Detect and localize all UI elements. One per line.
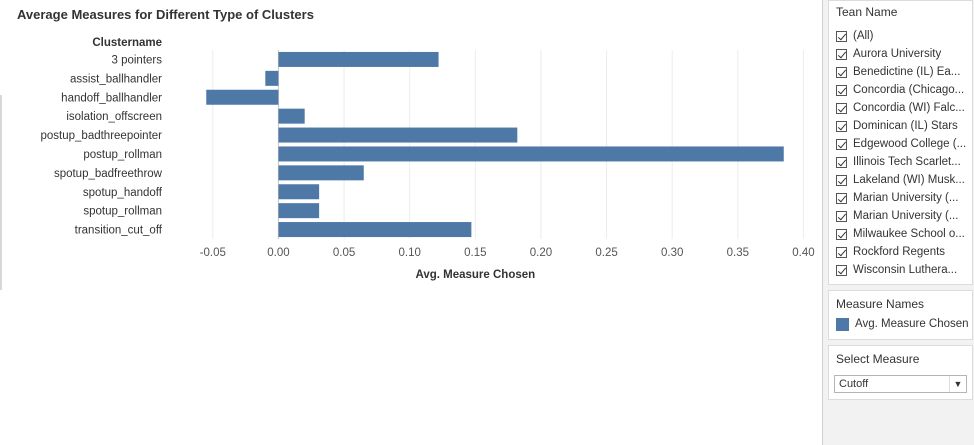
chart-area: Average Measures for Different Type of C… [0,7,815,290]
checkbox-checked-icon[interactable] [836,246,847,258]
category-label: transition_cut_off [75,225,163,237]
category-label: postup_badthreepointer [41,130,163,142]
checkbox-checked-icon[interactable] [836,102,847,114]
team-filter-label: Edgewood College (... [853,138,967,150]
legend-swatch [836,318,849,331]
checkbox-checked-icon[interactable] [836,84,847,96]
x-tick-label: 0.15 [464,247,486,259]
legend-title: Measure Names [836,297,925,311]
team-filter-label: Marian University (... [853,192,959,204]
checkbox-checked-icon[interactable] [836,120,847,132]
team-filter-label: Concordia (Chicago... [853,84,965,96]
team-filter-item[interactable]: Rockford Regents [836,243,974,261]
legend-label: Avg. Measure Chosen [855,318,969,330]
team-filter-item[interactable]: Aurora University [836,45,974,63]
category-label: spotup_rollman [83,206,162,218]
bar [265,70,279,86]
team-filter-label: Lakeland (WI) Musk... [853,174,965,186]
checkbox-checked-icon[interactable] [836,228,847,240]
team-filter-item[interactable]: Lakeland (WI) Musk... [836,171,974,189]
team-filter-label: (All) [853,30,874,42]
bar [278,203,320,219]
checkbox-checked-icon[interactable] [836,156,847,168]
category-axis-title: Clustername [92,37,162,49]
category-label: 3 pointers [111,54,162,66]
bar [278,222,472,238]
x-tick-label: -0.05 [200,247,226,259]
x-tick-label: 0.00 [267,247,289,259]
team-filter-label: Marian University (... [853,210,959,222]
team-filter-panel: Tean Name (All) Aurora University Benedict… [828,0,973,285]
checkbox-checked-icon[interactable] [836,174,847,186]
legend-panel: Measure Names Avg. Measure Chosen [828,290,973,340]
team-filter-item[interactable]: Benedictine (IL) Ea... [836,63,974,81]
x-tick-label: 0.20 [530,247,552,259]
checkbox-checked-icon[interactable] [836,48,847,60]
team-filter-item[interactable]: Milwaukee School o... [836,225,974,243]
select-measure-title: Select Measure [836,352,920,366]
category-label: postup_rollman [83,149,162,161]
bar [278,146,784,162]
team-filter-item[interactable]: Wisconsin Luthera... [836,261,974,279]
bar [206,89,279,105]
bar-chart: Clustername 3 pointers assist_ballhandlerh… [41,37,815,281]
checkbox-checked-icon[interactable] [836,264,847,276]
select-measure-panel: Select Measure Cutoff ▼ [828,345,973,400]
category-label: spotup_badfreethrow [54,168,163,180]
checkbox-checked-icon[interactable] [836,138,847,150]
checkbox-checked-icon[interactable] [836,66,847,78]
bar [278,127,518,143]
checkbox-checked-icon[interactable] [836,30,847,42]
x-tick-label: 0.35 [727,247,749,259]
team-filter-item[interactable]: Marian University (... [836,207,974,225]
chevron-down-icon[interactable]: ▼ [949,376,966,392]
x-tick-label: 0.25 [595,247,617,259]
x-tick-label: 0.10 [398,247,420,259]
team-filter-item[interactable]: Concordia (Chicago... [836,81,974,99]
team-filter-label: Rockford Regents [853,246,946,258]
team-filter-label: Illinois Tech Scarlet... [853,156,961,168]
bar [278,51,439,67]
category-label: isolation_offscreen [66,111,162,123]
x-tick-label: 0.40 [792,247,814,259]
bar [278,108,305,124]
team-filter-item[interactable]: (All) [836,27,974,45]
team-filter-item[interactable]: Edgewood College (... [836,135,974,153]
team-filter-item[interactable]: Concordia (WI) Falc... [836,99,974,117]
team-filter-label: Aurora University [853,48,942,60]
category-label: assist_ballhandler [70,73,162,85]
category-label: handoff_ballhandler [61,92,162,104]
x-tick-label: 0.05 [333,247,355,259]
team-filter-label: Milwaukee School o... [853,228,965,240]
x-tick-label: 0.30 [661,247,683,259]
sidebar: Tean Name (All) Aurora University Benedict… [822,0,974,445]
chart-title: Average Measures for Different Type of C… [17,7,314,22]
team-filter-label: Concordia (WI) Falc... [853,102,965,114]
select-measure-value: Cutoff [839,378,869,390]
bar [278,165,364,181]
checkbox-checked-icon[interactable] [836,192,847,204]
bar [278,184,320,200]
team-filter-item[interactable]: Marian University (... [836,189,974,207]
team-filter-title: Tean Name [836,5,898,19]
team-filter-label: Benedictine (IL) Ea... [853,66,961,78]
x-axis-label: Avg. Measure Chosen [415,269,535,281]
checkbox-checked-icon[interactable] [836,210,847,222]
team-filter-label: Dominican (IL) Stars [853,120,958,132]
team-filter-item[interactable]: Dominican (IL) Stars [836,117,974,135]
scroll-edge [0,95,2,290]
team-filter-label: Wisconsin Luthera... [853,264,958,276]
select-measure-dropdown[interactable]: Cutoff ▼ [834,375,967,393]
category-label: spotup_handoff [83,187,163,199]
team-filter-item[interactable]: Illinois Tech Scarlet... [836,153,974,171]
